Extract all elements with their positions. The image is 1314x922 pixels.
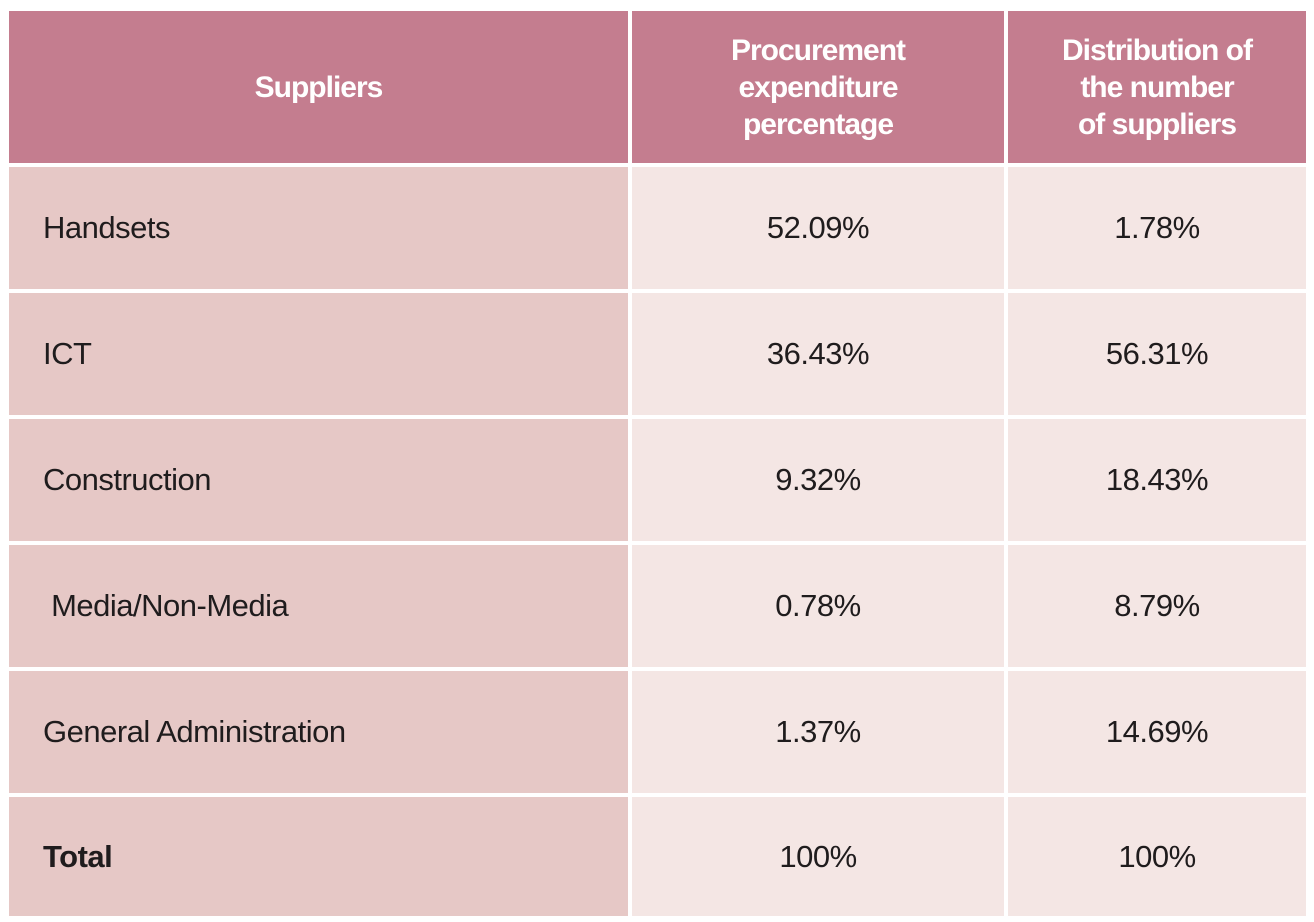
total-label: Total: [9, 797, 628, 916]
distribution-value: 14.69%: [1008, 671, 1306, 793]
expenditure-value: 9.32%: [632, 419, 1004, 541]
expenditure-value: 36.43%: [632, 293, 1004, 415]
header-suppliers: Suppliers: [9, 11, 628, 163]
supplier-name: Media/Non-Media: [9, 545, 628, 667]
supplier-name: ICT: [9, 293, 628, 415]
expenditure-value: 0.78%: [632, 545, 1004, 667]
total-expenditure-value: 100%: [632, 797, 1004, 916]
header-label: Suppliers: [254, 70, 384, 104]
distribution-value: 56.31%: [1008, 293, 1306, 415]
supplier-name: Construction: [9, 419, 628, 541]
supplier-table: Suppliers Procurement expenditure percen…: [9, 11, 1306, 916]
total-distribution-value: 100%: [1008, 797, 1306, 916]
distribution-value: 8.79%: [1008, 545, 1306, 667]
expenditure-value: 52.09%: [632, 167, 1004, 289]
header-label: Procurement expenditure percentage: [730, 33, 906, 141]
header-supplier-distribution: Distribution of the number of suppliers: [1008, 11, 1306, 163]
distribution-value: 18.43%: [1008, 419, 1306, 541]
expenditure-value: 1.37%: [632, 671, 1004, 793]
supplier-name: General Administration: [9, 671, 628, 793]
supplier-name: Handsets: [9, 167, 628, 289]
distribution-value: 1.78%: [1008, 167, 1306, 289]
header-label: Distribution of the number of suppliers: [1062, 33, 1253, 141]
header-procurement-expenditure: Procurement expenditure percentage: [632, 11, 1004, 163]
